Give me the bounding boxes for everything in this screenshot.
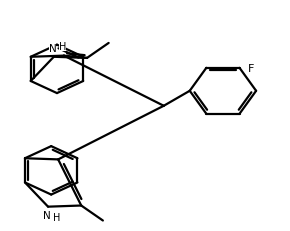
Text: N: N bbox=[48, 44, 56, 54]
Text: H: H bbox=[53, 213, 60, 222]
Text: H: H bbox=[59, 42, 66, 52]
Text: F: F bbox=[248, 64, 254, 73]
Text: N: N bbox=[43, 210, 50, 220]
